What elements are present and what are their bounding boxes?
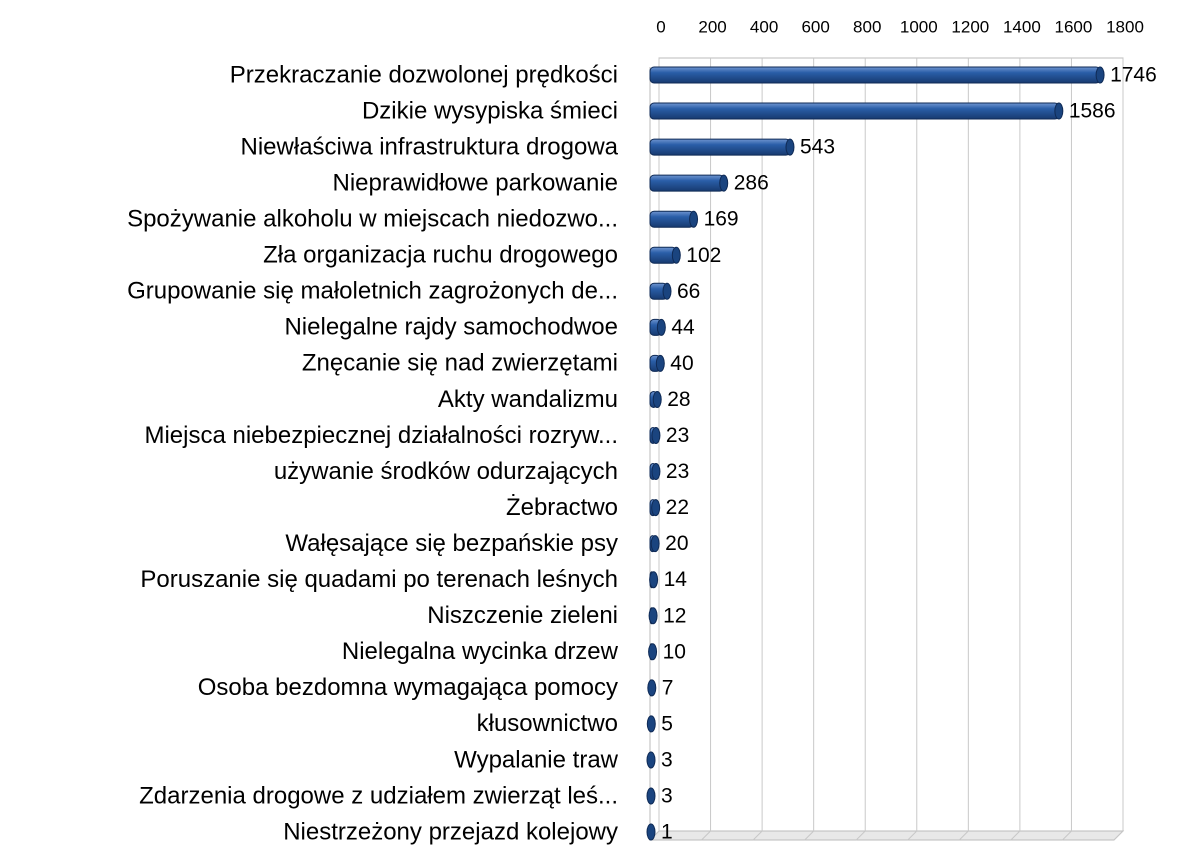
bar-cap <box>655 354 665 372</box>
value-label: 5 <box>661 712 673 735</box>
value-label: 28 <box>667 388 690 411</box>
floor-grid-line <box>855 830 866 841</box>
x-tick-label: 200 <box>698 17 726 36</box>
x-tick-label: 1000 <box>900 17 938 36</box>
value-label: 1586 <box>1069 100 1116 123</box>
bar <box>649 102 1060 120</box>
floor-grid-line <box>804 830 815 841</box>
value-label: 286 <box>734 172 769 195</box>
y-tick-label: Przekraczanie dozwolonej prędkości <box>230 61 618 88</box>
y-tick-label: Osoba bezdomna wymagająca pomocy <box>198 674 618 701</box>
bar-cap <box>649 571 659 589</box>
bar-cap <box>647 679 657 697</box>
bar-cap <box>651 499 661 517</box>
value-label: 66 <box>677 280 700 303</box>
y-tick-label: Poruszanie się quadami po terenach leśny… <box>140 566 618 593</box>
value-label: 20 <box>665 532 688 555</box>
x-tick-label: 1400 <box>1003 17 1041 36</box>
value-label: 23 <box>666 460 689 483</box>
bar-cap <box>648 643 658 661</box>
value-label: 22 <box>666 496 689 519</box>
floor-grid-line <box>701 830 711 841</box>
floor-grid-line <box>1010 830 1021 841</box>
bar <box>649 210 695 228</box>
bar-cap <box>651 427 661 444</box>
x-tick-label: 600 <box>801 17 829 36</box>
floor-grid-line <box>752 830 763 841</box>
bar-cap <box>656 318 666 336</box>
y-tick-label: Dzikie wysypiska śmieci <box>362 97 618 124</box>
value-label: 7 <box>662 676 674 699</box>
value-label: 44 <box>671 316 695 339</box>
x-tick-label: 400 <box>750 17 778 36</box>
y-tick-label: Nielegalna wycinka drzew <box>342 638 619 665</box>
floor-grid-line <box>1062 830 1072 841</box>
y-tick-label: Akty wandalizmu <box>438 386 618 413</box>
value-label: 40 <box>670 352 693 375</box>
floor-grid-line <box>907 830 918 841</box>
back-wall <box>658 57 1124 832</box>
bar <box>649 174 725 192</box>
value-label: 10 <box>663 640 686 663</box>
y-tick-label: Nielegalne rajdy samochodwoe <box>284 314 618 341</box>
x-tick-label: 1800 <box>1106 17 1144 36</box>
value-label: 12 <box>663 604 686 627</box>
y-tick-label: kłusownictwo <box>477 710 618 737</box>
bar-cap <box>646 751 656 769</box>
floor <box>648 830 1125 841</box>
bar-cap <box>1095 66 1105 84</box>
bar-cap <box>1054 102 1064 120</box>
y-tick-label: Grupowanie się małoletnich zagrożonych d… <box>127 278 618 305</box>
bar-cap <box>646 787 656 805</box>
value-label: 169 <box>704 208 739 231</box>
bar-cap <box>646 715 656 733</box>
value-label: 23 <box>666 424 689 447</box>
y-tick-label: Niewłaściwa infrastruktura drogowa <box>241 133 619 160</box>
bar <box>649 66 1101 84</box>
x-tick-label: 0 <box>656 17 665 36</box>
bar-cap <box>648 607 658 625</box>
value-label: 543 <box>800 136 835 159</box>
value-label: 102 <box>686 244 721 267</box>
x-tick-label: 800 <box>853 17 881 36</box>
y-tick-label: Zła organizacja ruchu drogowego <box>263 242 618 269</box>
value-label: 1 <box>661 821 673 844</box>
bar-cap <box>650 535 660 553</box>
value-label: 14 <box>664 568 688 591</box>
x-tick-label: 1200 <box>951 17 989 36</box>
value-label: 3 <box>661 785 673 808</box>
bar-cap <box>651 463 661 481</box>
y-tick-label: Niszczenie zieleni <box>427 602 618 629</box>
y-tick-label: Miejsca niebezpiecznej działalności rozr… <box>144 422 618 449</box>
bar-cap <box>689 210 699 228</box>
bar-cap <box>719 174 729 192</box>
y-tick-label: Wałęsające się bezpańskie psy <box>285 530 618 557</box>
x-tick-label: 1600 <box>1055 17 1093 36</box>
floor-grid-line <box>1113 830 1124 841</box>
y-tick-label: Nieprawidłowe parkowanie <box>333 169 618 196</box>
bar-cap <box>785 138 795 156</box>
bar-cap <box>652 390 662 408</box>
bar <box>649 138 791 156</box>
y-tick-label: Znęcanie się nad zwierzętami <box>302 350 618 377</box>
y-tick-label: Zdarzenia drogowe z udziałem zwierząt le… <box>139 782 618 809</box>
bar-cap <box>662 282 672 300</box>
y-tick-label: Żebractwo <box>506 494 618 521</box>
bar-cap <box>671 246 681 264</box>
y-tick-label: używanie środków odurzających <box>274 458 618 485</box>
value-label: 3 <box>661 748 673 771</box>
bar-cap <box>646 823 656 841</box>
floor-grid-line <box>958 830 969 841</box>
y-tick-label: Wypalanie traw <box>454 746 619 773</box>
y-tick-label: Spożywanie alkoholu w miejscach niedozwo… <box>127 206 618 233</box>
y-tick-label: Niestrzeżony przejazd kolejowy <box>283 818 618 845</box>
value-label: 1746 <box>1110 64 1157 87</box>
